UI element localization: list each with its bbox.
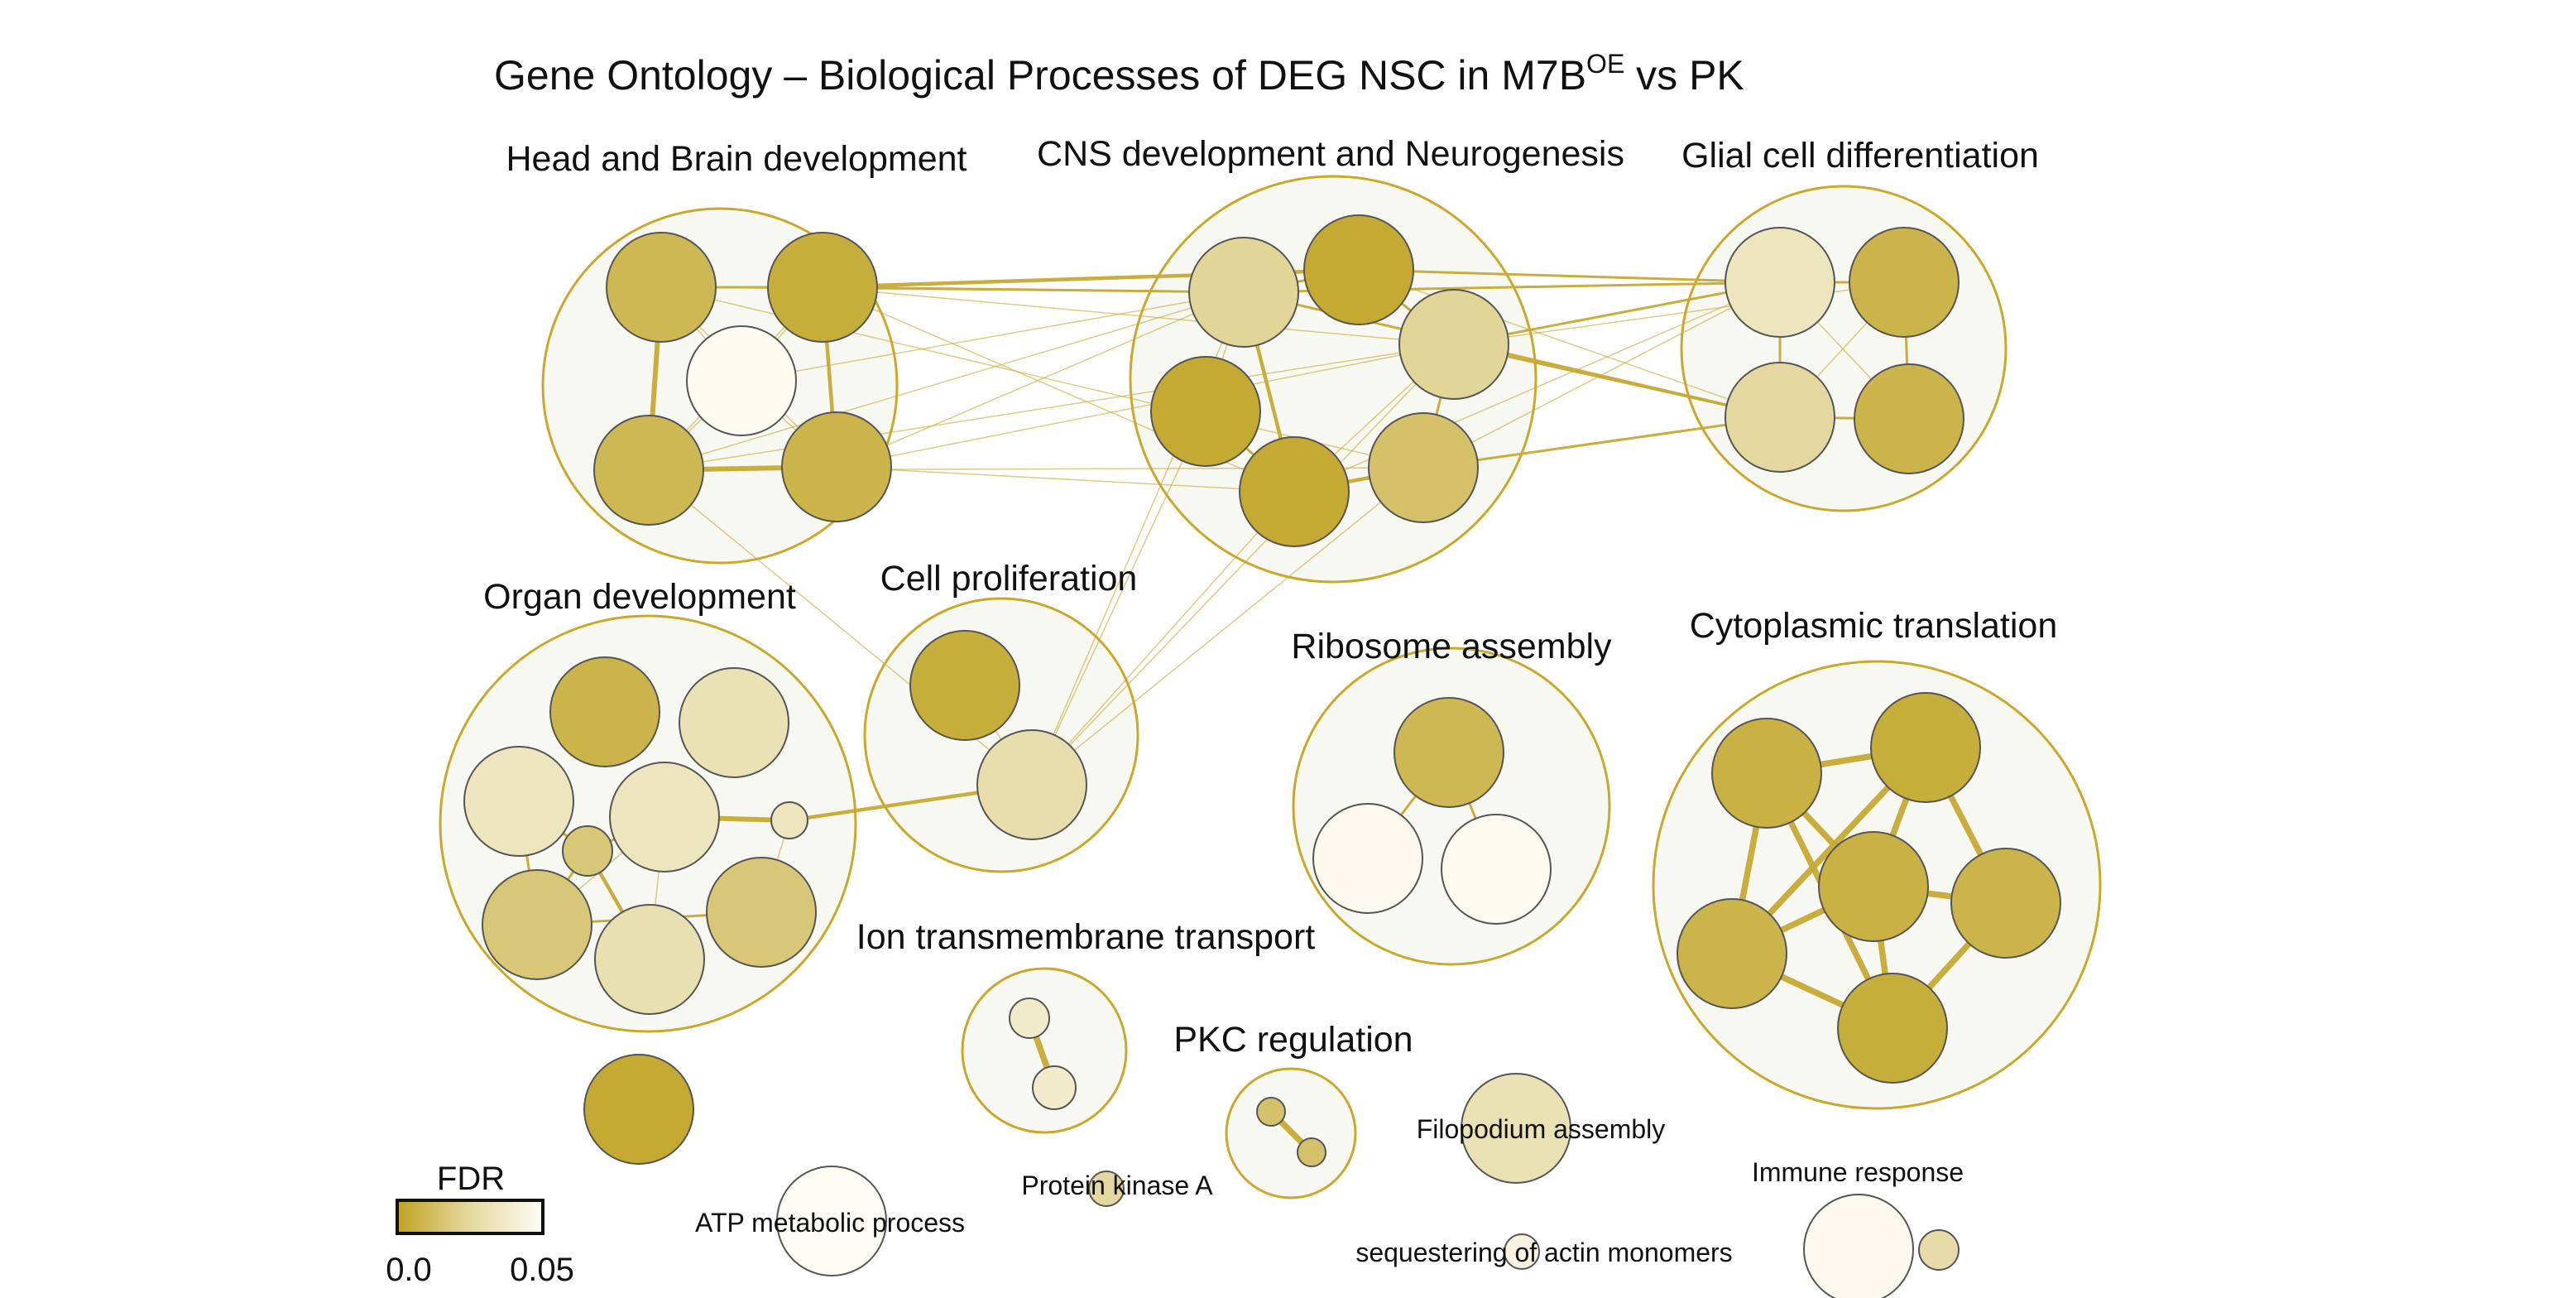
edge-h3-c1: [741, 291, 1245, 382]
edge-h5-c1: [836, 291, 1245, 468]
label-atp-metabolic-process: ATP metabolic process: [695, 1208, 965, 1238]
node-cns-1[interactable]: [1188, 237, 1299, 348]
node-atp-metabolic-process[interactable]: [776, 1166, 887, 1276]
edge-p2-c4: [1031, 411, 1206, 786]
edge-h2-c3: [822, 286, 1455, 345]
chart-title: Gene Ontology – Biological Processes of …: [494, 49, 1744, 99]
cluster-labels: Head and Brain development CNS developme…: [483, 134, 2057, 1060]
node-ribo-3[interactable]: [1441, 814, 1552, 925]
label-sequestering-actin: sequestering of actin monomers: [1355, 1238, 1732, 1267]
node-cns-3[interactable]: [1398, 289, 1509, 400]
legend-title: FDR: [437, 1161, 505, 1197]
label-cell-proliferation: Cell proliferation: [880, 559, 1138, 599]
node-ion-2[interactable]: [1032, 1065, 1077, 1110]
node-cyto-6[interactable]: [1837, 973, 1948, 1084]
edge-c6-g1: [1422, 281, 1781, 469]
node-unlabeled-single[interactable]: [583, 1054, 694, 1165]
node-cns-2[interactable]: [1303, 214, 1414, 325]
node-cns-6[interactable]: [1368, 412, 1479, 523]
node-cns-5[interactable]: [1239, 436, 1350, 547]
edge-h1-c1: [660, 286, 1245, 293]
title-suffix: vs PK: [1624, 52, 1744, 99]
node-organ-2[interactable]: [679, 667, 789, 778]
node-glial-4[interactable]: [1854, 363, 1964, 474]
node-prolif-2[interactable]: [976, 729, 1087, 840]
node-head-5[interactable]: [781, 411, 892, 522]
node-pkc-1[interactable]: [1256, 1097, 1286, 1127]
label-ion-transport: Ion transmembrane transport: [856, 917, 1316, 957]
node-cyto-1[interactable]: [1711, 718, 1822, 829]
edge-c2-g3: [1358, 269, 1781, 418]
title-main: Gene Ontology – Biological Processes of …: [494, 52, 1586, 99]
edge-p2-c5: [1031, 491, 1295, 786]
fdr-legend: FDR 0.0 0.05: [386, 1161, 574, 1288]
node-glial-2[interactable]: [1849, 227, 1960, 338]
edge-h4-c1: [648, 291, 1245, 471]
edge-h5-c3: [836, 344, 1455, 468]
node-cyto-4[interactable]: [1677, 898, 1787, 1009]
node-layer: [463, 214, 2061, 1298]
node-cns-4[interactable]: [1150, 356, 1261, 467]
label-cytoplasmic-translation: Cytoplasmic translation: [1690, 606, 2058, 646]
node-cyto-3[interactable]: [1818, 831, 1929, 942]
edge-h5-c5: [836, 466, 1295, 493]
legend-min-label: 0.0: [386, 1252, 432, 1288]
node-glial-3[interactable]: [1725, 362, 1835, 473]
node-ribo-1[interactable]: [1394, 697, 1504, 808]
node-organ-9[interactable]: [706, 857, 817, 968]
edge-c2-g1: [1358, 268, 1781, 284]
edge-h4-c3: [648, 344, 1455, 471]
node-protein-kinase-a[interactable]: [1088, 1171, 1125, 1207]
node-organ-3[interactable]: [463, 746, 574, 857]
cluster-circle-ion: [961, 967, 1128, 1134]
node-filopodium-assembly[interactable]: [1461, 1073, 1571, 1184]
label-immune-response: Immune response: [1752, 1157, 1964, 1187]
label-organ-development: Organ development: [483, 577, 796, 617]
edge-p2-c3: [1031, 344, 1455, 786]
legend-max-label: 0.05: [510, 1252, 574, 1288]
legend-color-bar: [396, 1199, 544, 1235]
label-ribosome-assembly: Ribosome assembly: [1291, 627, 1612, 666]
node-glial-1[interactable]: [1725, 227, 1835, 338]
edge-p2-c6: [1031, 467, 1424, 786]
edge-c3-g3: [1453, 343, 1781, 419]
node-pkc-2[interactable]: [1297, 1137, 1326, 1167]
node-prolif-1[interactable]: [909, 630, 1020, 741]
node-organ-7[interactable]: [770, 801, 808, 839]
node-ribo-2[interactable]: [1312, 803, 1423, 914]
node-ion-1[interactable]: [1009, 998, 1050, 1039]
label-glial-differentiation: Glial cell differentiation: [1681, 136, 2039, 175]
node-head-3[interactable]: [686, 325, 797, 436]
edge-c6-g3: [1422, 416, 1781, 469]
label-pkc-regulation: PKC regulation: [1173, 1020, 1413, 1060]
node-immune-response[interactable]: [1803, 1194, 1914, 1298]
label-head-brain-development: Head and Brain development: [506, 139, 967, 179]
node-organ-4[interactable]: [609, 762, 720, 873]
node-organ-1[interactable]: [549, 656, 660, 767]
node-immune-response-2[interactable]: [1918, 1229, 1960, 1271]
node-head-2[interactable]: [767, 232, 878, 343]
node-organ-5[interactable]: [562, 825, 613, 877]
node-organ-6[interactable]: [482, 869, 592, 980]
node-organ-8[interactable]: [594, 904, 705, 1015]
node-head-4[interactable]: [593, 415, 704, 526]
label-filopodium-assembly: Filopodium assembly: [1417, 1114, 1666, 1144]
label-protein-kinase-a: Protein kinase A: [1021, 1171, 1213, 1200]
node-head-1[interactable]: [606, 232, 717, 343]
node-labels: Filopodium assembly Immune response Prot…: [695, 1114, 1964, 1267]
node-cyto-5[interactable]: [1950, 848, 2061, 959]
title-superscript: OE: [1586, 49, 1624, 79]
label-cns-development: CNS development and Neurogenesis: [1037, 134, 1624, 174]
node-sequestering-actin[interactable]: [1504, 1233, 1540, 1270]
node-cyto-2[interactable]: [1870, 692, 1981, 803]
